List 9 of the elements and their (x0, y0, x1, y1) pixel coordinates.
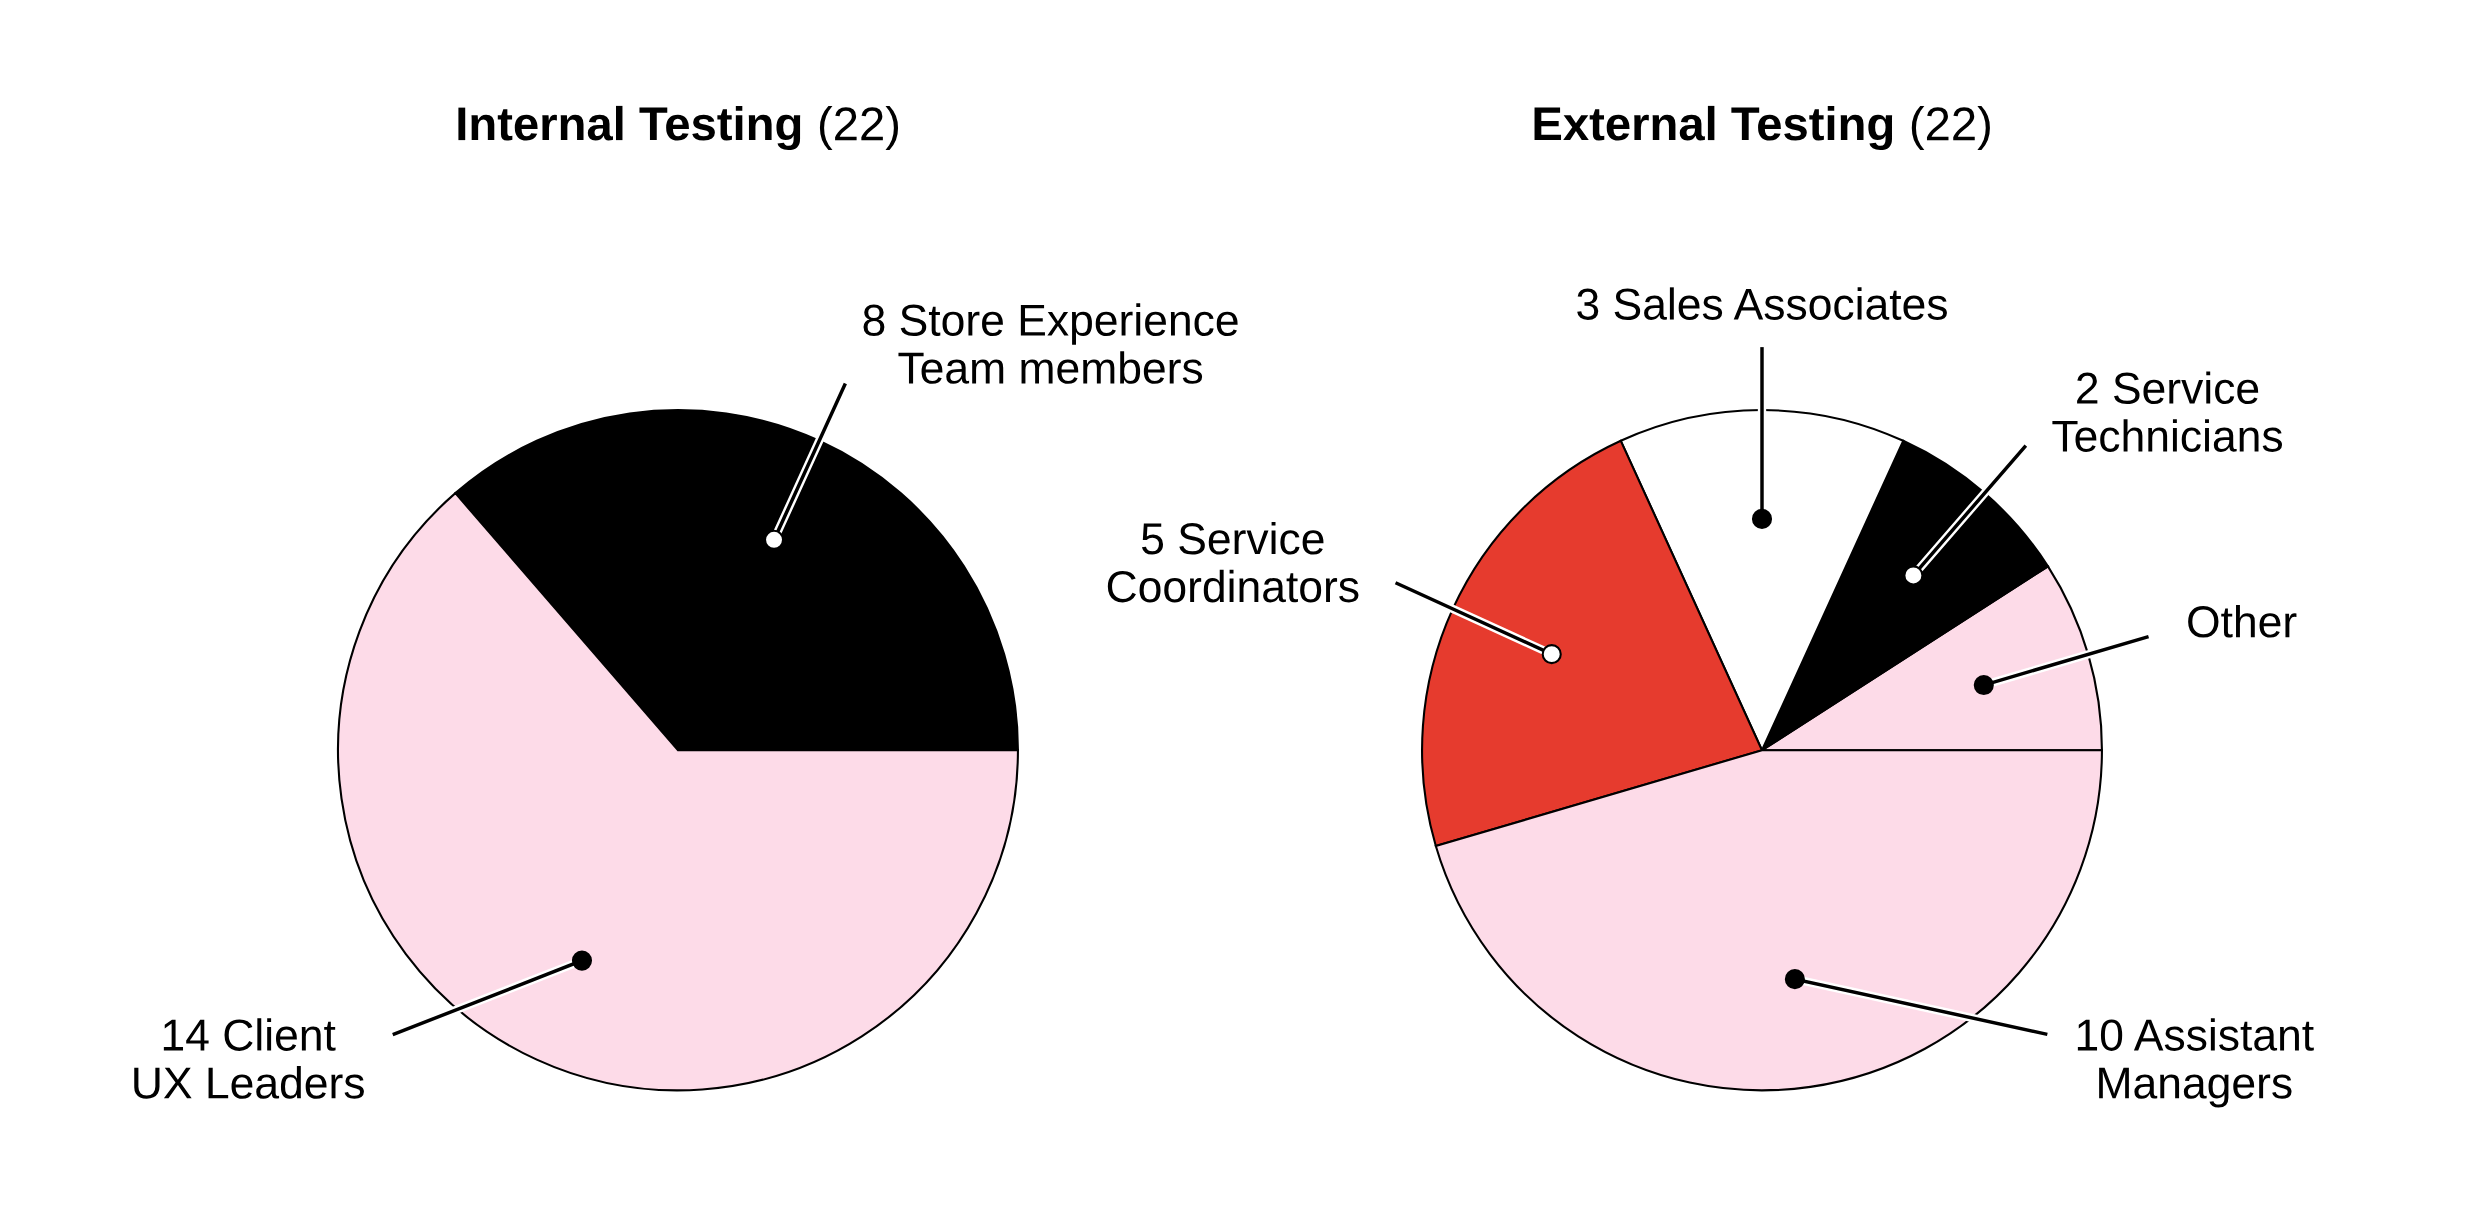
slice-label: 2 Service Technicians (2052, 371, 2282, 452)
slice-label: 10 Assistant Managers (2077, 1018, 2314, 1108)
slice-label: 14 Client UX Leaders (134, 1018, 364, 1099)
chart-title: External Testing (22) (1534, 105, 1990, 151)
slice-label: Other (2188, 604, 2297, 638)
slice-label: 8 Store Experience Team members (863, 303, 1238, 384)
chart-title: Internal Testing (22) (458, 105, 899, 151)
slice-label: 3 Sales Associates (1577, 287, 1947, 320)
slice-label: 5 Service Coordinators (1107, 521, 1359, 603)
